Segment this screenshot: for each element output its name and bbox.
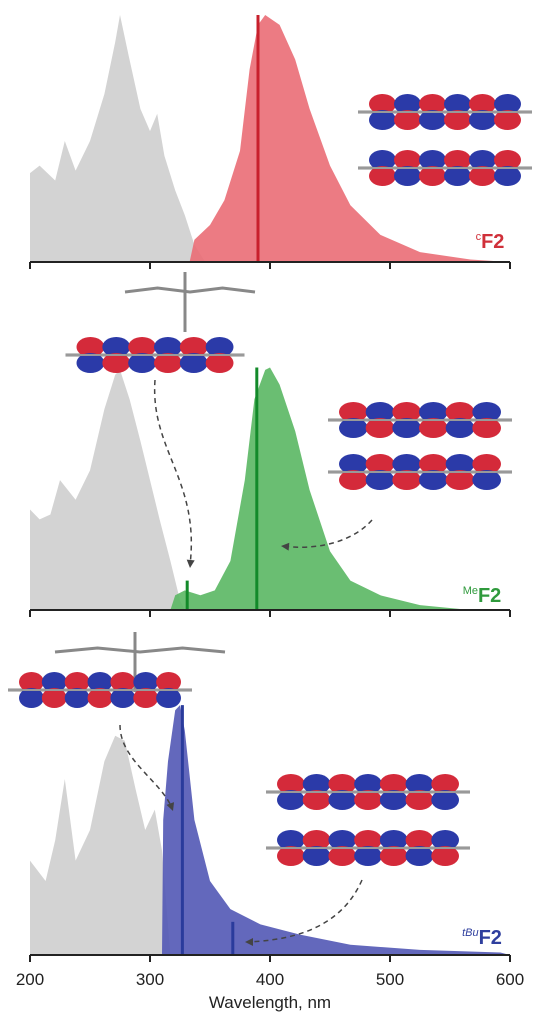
- molecule-bond: [125, 288, 255, 292]
- molecule-skeleton: [125, 272, 255, 332]
- x-tick-label: 400: [256, 970, 284, 989]
- molecule-bond: [55, 648, 225, 652]
- orbital-picture: [358, 94, 532, 130]
- orbital-picture: [266, 830, 470, 866]
- panel-label: tBuF2: [462, 927, 502, 949]
- x-tick-label: 200: [16, 970, 44, 989]
- orbital-picture: [328, 402, 512, 438]
- label-main: F2: [481, 231, 504, 253]
- figure: cF2MeF2200300400500600Wavelength, nmtBuF…: [0, 0, 540, 1015]
- panel-label: cF2: [476, 231, 505, 253]
- orbital-picture: [328, 454, 512, 490]
- spectrum-area: [30, 15, 205, 262]
- x-tick-label: 600: [496, 970, 524, 989]
- label-main: F2: [478, 585, 501, 607]
- label-superscript: tBu: [462, 927, 479, 939]
- orbital-picture: [358, 150, 532, 186]
- spectrum-area: [30, 736, 170, 955]
- arrow-head: [186, 560, 195, 569]
- spectrum-area: [30, 370, 185, 610]
- orbital-picture: [66, 337, 245, 373]
- panel-label: MeF2: [463, 585, 502, 607]
- x-tick-label: 300: [136, 970, 164, 989]
- orbital-picture: [8, 672, 192, 708]
- orbital-picture: [266, 774, 470, 810]
- label-main: F2: [479, 927, 502, 949]
- label-superscript: Me: [463, 585, 478, 597]
- x-axis-label: Wavelength, nm: [209, 993, 331, 1012]
- x-tick-label: 500: [376, 970, 404, 989]
- spectrum-area: [190, 15, 510, 262]
- spectrum-area: [162, 705, 510, 955]
